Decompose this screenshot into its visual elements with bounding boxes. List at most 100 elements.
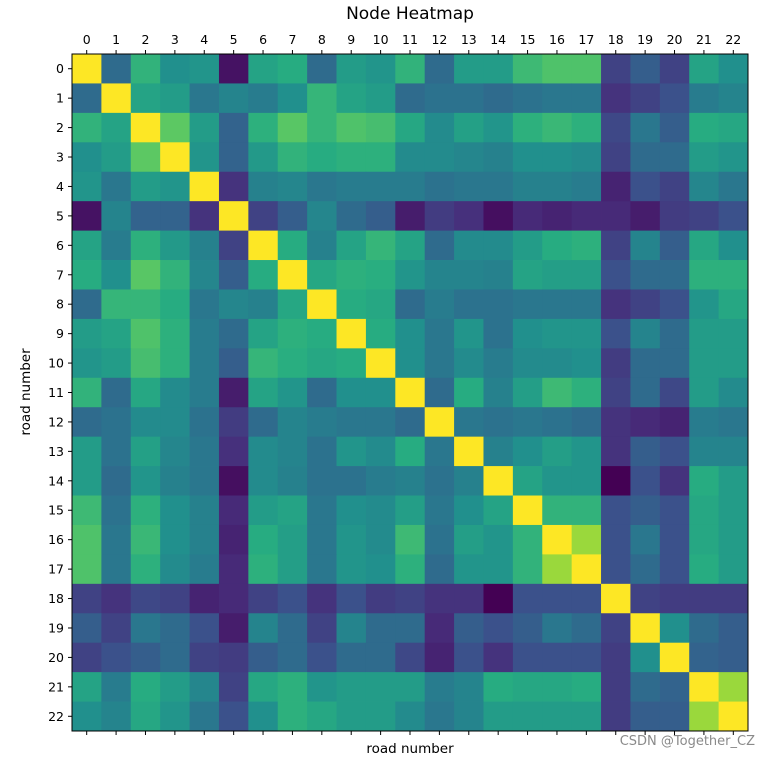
heatmap-cell-r6-c10 <box>365 230 396 261</box>
heatmap-cell-r11-c2 <box>130 377 161 408</box>
heatmap-cell-r3-c1 <box>101 142 132 173</box>
heatmap-cell-r4-c0 <box>72 171 102 202</box>
heatmap-cell-r1-c4 <box>189 83 220 114</box>
heatmap-cell-r2-c2 <box>130 112 161 143</box>
heatmap-cell-r1-c6 <box>248 83 279 114</box>
x-tick-label: 3 <box>171 32 179 47</box>
heatmap-cell-r9-c10 <box>365 318 396 349</box>
heatmap-cell-r1-c8 <box>307 83 337 114</box>
heatmap-cell-r6-c8 <box>307 230 337 261</box>
heatmap-cell-r4-c18 <box>601 171 631 202</box>
heatmap-cell-r13-c12 <box>424 436 455 467</box>
heatmap-cell-r20-c0 <box>72 642 102 673</box>
heatmap-cell-r2-c10 <box>365 112 396 143</box>
heatmap-cell-r20-c15 <box>512 642 543 673</box>
heatmap-cell-r14-c6 <box>248 466 279 496</box>
heatmap-cell-r10-c7 <box>277 348 308 379</box>
x-tick-label: 9 <box>347 32 355 47</box>
heatmap-cell-r13-c6 <box>248 436 279 467</box>
heatmap-cell-r20-c2 <box>130 642 161 673</box>
heatmap-cell-r4-c2 <box>130 171 161 202</box>
heatmap-cell-r19-c21 <box>689 613 720 644</box>
heatmap-cell-r0-c8 <box>307 54 337 84</box>
x-tick-label: 5 <box>230 32 238 47</box>
heatmap-cell-r4-c19 <box>630 171 661 202</box>
heatmap-cell-r12-c22 <box>718 407 749 438</box>
heatmap-cell-r19-c20 <box>659 613 690 644</box>
heatmap-cell-r6-c15 <box>512 230 543 261</box>
heatmap-cell-r1-c0 <box>72 83 102 114</box>
heatmap-cell-r13-c4 <box>189 436 220 467</box>
heatmap-cell-r15-c9 <box>336 495 367 526</box>
heatmap-cell-r8-c15 <box>512 289 543 320</box>
heatmap-cell-r8-c18 <box>601 289 631 320</box>
heatmap-cell-r16-c8 <box>307 524 337 555</box>
heatmap-cell-r21-c19 <box>630 672 661 702</box>
heatmap-cell-r14-c13 <box>454 466 484 496</box>
heatmap-cell-r14-c12 <box>424 466 455 496</box>
heatmap-cell-r1-c18 <box>601 83 631 114</box>
heatmap-cell-r10-c17 <box>571 348 602 379</box>
heatmap-cell-r14-c21 <box>689 466 720 496</box>
heatmap-cell-r6-c9 <box>336 230 367 261</box>
heatmap-cell-r0-c4 <box>189 54 220 84</box>
heatmap-cell-r8-c3 <box>160 289 190 320</box>
heatmap-cell-r14-c10 <box>365 466 396 496</box>
heatmap-cell-r15-c1 <box>101 495 132 526</box>
heatmap-cell-r11-c14 <box>483 377 514 408</box>
heatmap-cell-r2-c9 <box>336 112 367 143</box>
heatmap-cell-r0-c7 <box>277 54 308 84</box>
heatmap-cell-r1-c10 <box>365 83 396 114</box>
heatmap-cell-r5-c14 <box>483 201 514 231</box>
heatmap-cell-r19-c3 <box>160 613 190 644</box>
heatmap-cell-r22-c13 <box>454 701 484 732</box>
heatmap-cell-r22-c1 <box>101 701 132 732</box>
heatmap-cell-r7-c22 <box>718 260 749 290</box>
heatmap-cell-r3-c5 <box>218 142 249 173</box>
x-tick-label: 2 <box>142 32 150 47</box>
heatmap-cell-r15-c16 <box>542 495 573 526</box>
y-tick-label: 8 <box>56 297 64 312</box>
heatmap-cell-r22-c6 <box>248 701 279 732</box>
heatmap-cell-r14-c9 <box>336 466 367 496</box>
heatmap-cell-r19-c2 <box>130 613 161 644</box>
heatmap-cell-r13-c7 <box>277 436 308 467</box>
heatmap-cell-r2-c19 <box>630 112 661 143</box>
heatmap-cell-r20-c5 <box>218 642 249 673</box>
heatmap-cell-r16-c21 <box>689 524 720 555</box>
heatmap-cell-r3-c0 <box>72 142 102 173</box>
heatmap-cell-r11-c13 <box>454 377 484 408</box>
y-tick-label: 14 <box>48 473 64 488</box>
heatmap-cell-r19-c10 <box>365 613 396 644</box>
heatmap-cell-r7-c11 <box>395 260 426 290</box>
heatmap-cell-r12-c1 <box>101 407 132 438</box>
heatmap-cell-r17-c10 <box>365 554 396 585</box>
heatmap-cell-r12-c9 <box>336 407 367 438</box>
heatmap-cell-r3-c11 <box>395 142 426 173</box>
x-tick-label: 18 <box>608 32 624 47</box>
heatmap-cell-r2-c1 <box>101 112 132 143</box>
heatmap-cell-r22-c15 <box>512 701 543 732</box>
heatmap-cell-r22-c21 <box>689 701 720 732</box>
heatmap-cell-r20-c10 <box>365 642 396 673</box>
heatmap-cell-r18-c18 <box>601 583 631 614</box>
heatmap-cell-r18-c2 <box>130 583 161 614</box>
heatmap-cell-r0-c10 <box>365 54 396 84</box>
x-tick-label: 15 <box>520 32 536 47</box>
heatmap-cell-r2-c8 <box>307 112 337 143</box>
heatmap-cell-r16-c16 <box>542 524 573 555</box>
heatmap-cell-r10-c22 <box>718 348 749 379</box>
heatmap-cell-r5-c15 <box>512 201 543 231</box>
heatmap-cell-r20-c6 <box>248 642 279 673</box>
heatmap-cell-r8-c0 <box>72 289 102 320</box>
heatmap-cell-r6-c17 <box>571 230 602 261</box>
heatmap-cell-r22-c17 <box>571 701 602 732</box>
heatmap-cell-r17-c17 <box>571 554 602 585</box>
heatmap-cell-r1-c19 <box>630 83 661 114</box>
heatmap-cell-r21-c20 <box>659 672 690 702</box>
heatmap-cell-r18-c10 <box>365 583 396 614</box>
heatmap-cell-r17-c3 <box>160 554 190 585</box>
heatmap-cell-r17-c19 <box>630 554 661 585</box>
heatmap-cell-r7-c14 <box>483 260 514 290</box>
